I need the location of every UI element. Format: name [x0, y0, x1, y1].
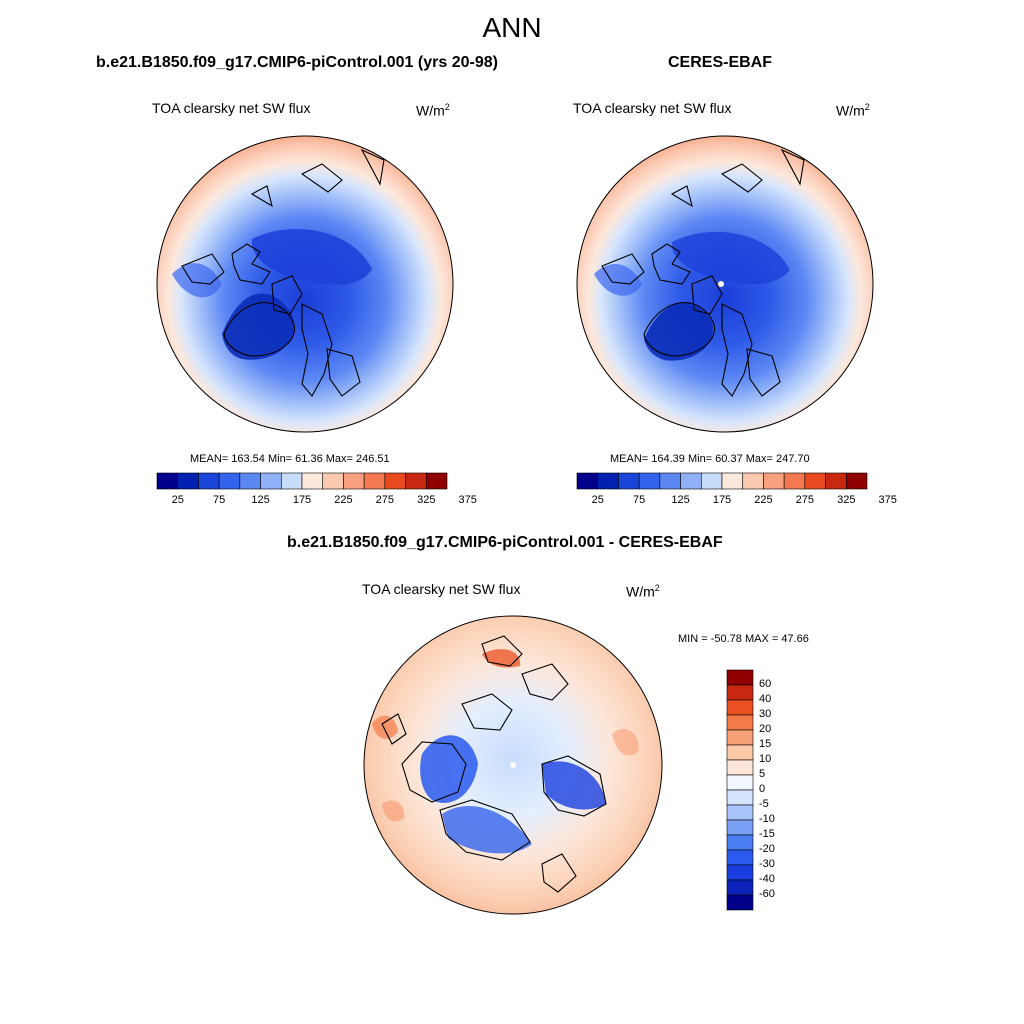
- colorbar-swatch: [726, 759, 754, 776]
- colorbar-swatch: [726, 894, 754, 911]
- colorbar-swatch: [726, 879, 754, 896]
- colorbar-tick-label: 75: [213, 494, 226, 506]
- stats-label-left: MEAN= 163.54 Min= 61.36 Max= 246.51: [190, 453, 390, 465]
- colorbar-tick-label: 5: [759, 768, 766, 780]
- colorbar-tick-label: 75: [633, 494, 646, 506]
- colorbar-left-labels: 25 75 125 175 225 275 325 375: [157, 494, 477, 508]
- colorbar-tick-label: 40: [759, 693, 772, 705]
- colorbar-swatch: [156, 472, 179, 490]
- obs-case-title: CERES-EBAF: [668, 54, 773, 71]
- colorbar-swatch: [783, 472, 806, 490]
- colorbar-swatch: [726, 789, 754, 806]
- colorbar-tick-label: 375: [878, 494, 897, 506]
- variable-label-diff: TOA clearsky net SW flux: [362, 581, 521, 597]
- colorbar-tick-label: 325: [417, 494, 436, 506]
- colorbar-tick-label: 25: [171, 494, 184, 506]
- colorbar-swatch: [721, 472, 744, 490]
- colorbar-tick-label: 275: [375, 494, 395, 506]
- colorbar-tick-label: 15: [759, 738, 772, 750]
- colorbar-swatch: [726, 669, 754, 686]
- stats-label-right: MEAN= 164.39 Min= 60.37 Max= 247.70: [610, 453, 810, 465]
- colorbar-tick-label: -60: [759, 888, 775, 900]
- colorbar-tick-label: -20: [759, 843, 775, 855]
- colorbar-swatch: [239, 472, 261, 490]
- colorbar-tick-label: 225: [334, 494, 353, 506]
- units-label-diff: W/m2: [626, 583, 660, 600]
- colorbar-tick-label: 125: [251, 494, 270, 506]
- colorbar-swatch: [405, 472, 427, 490]
- colorbar-tick-label: 375: [458, 494, 477, 506]
- colorbar-tick-label: -10: [759, 813, 775, 825]
- colorbar-tick-label: 25: [591, 494, 604, 506]
- colorbar-tick-label: 0: [759, 783, 766, 795]
- colorbar-swatch: [726, 714, 754, 731]
- colorbar-swatch: [742, 472, 764, 490]
- colorbar-swatch: [384, 472, 406, 490]
- colorbar-swatch: [597, 472, 619, 490]
- colorbar-swatch: [198, 472, 220, 490]
- colorbar-tick-label: 10: [759, 753, 772, 765]
- colorbar-swatch: [763, 472, 785, 490]
- colorbar-swatch: [218, 472, 241, 490]
- variable-label-right: TOA clearsky net SW flux: [573, 100, 732, 116]
- difference-polar-map: [363, 615, 663, 915]
- colorbar-swatch: [700, 472, 723, 490]
- colorbar-tick-label: 325: [837, 494, 856, 506]
- colorbar-left: [156, 472, 448, 490]
- colorbar-swatch: [260, 472, 282, 490]
- colorbar-swatch: [301, 472, 324, 490]
- colorbar-swatch: [363, 472, 386, 490]
- obs-polar-map: [576, 135, 874, 433]
- colorbar-swatch: [726, 864, 754, 881]
- colorbar-swatch: [726, 729, 754, 746]
- colorbar-swatch: [726, 774, 754, 791]
- colorbar-right-labels: 25 75 125 175 225 275 325 375: [577, 494, 897, 508]
- colorbar-tick-label: 175: [712, 494, 732, 506]
- colorbar-tick-label: 30: [759, 708, 772, 720]
- colorbar-tick-label: 275: [795, 494, 815, 506]
- colorbar-swatch: [343, 472, 365, 490]
- colorbar-swatch: [726, 834, 754, 851]
- colorbar-swatch: [659, 472, 681, 490]
- colorbar-swatch: [726, 744, 754, 761]
- colorbar-swatch: [726, 819, 754, 836]
- colorbar-swatch: [618, 472, 640, 490]
- colorbar-right: [576, 472, 868, 490]
- units-label-left: W/m2: [416, 102, 450, 119]
- colorbar-swatch: [680, 472, 702, 490]
- colorbar-tick-label: -5: [759, 798, 769, 810]
- model-case-title: b.e21.B1850.f09_g17.CMIP6-piControl.001 …: [96, 54, 498, 71]
- colorbar-swatch: [726, 699, 754, 716]
- colorbar-diff: [726, 669, 754, 911]
- colorbar-swatch: [825, 472, 847, 490]
- colorbar-swatch: [425, 472, 448, 490]
- colorbar-swatch: [280, 472, 303, 490]
- colorbar-tick-label: -40: [759, 873, 775, 885]
- colorbar-swatch: [726, 849, 754, 866]
- colorbar-tick-label: 225: [754, 494, 773, 506]
- difference-case-title: b.e21.B1850.f09_g17.CMIP6-piControl.001 …: [287, 534, 723, 551]
- min-max-label-diff: MIN = -50.78 MAX = 47.66: [678, 633, 809, 645]
- colorbar-swatch: [322, 472, 344, 490]
- colorbar-swatch: [726, 804, 754, 821]
- model-polar-map: [156, 135, 454, 433]
- colorbar-swatch: [726, 684, 754, 701]
- colorbar-swatch: [845, 472, 868, 490]
- colorbar-tick-label: 175: [292, 494, 312, 506]
- colorbar-tick-label: 125: [671, 494, 690, 506]
- colorbar-tick-label: 20: [759, 723, 772, 735]
- colorbar-diff-labels: 60 40 30 20 15 10 5 0 -5 -10 -15 -20 -30 -40 -60: [759, 670, 789, 910]
- colorbar-swatch: [804, 472, 826, 490]
- page-title: ANN: [482, 12, 542, 43]
- colorbar-swatch: [177, 472, 199, 490]
- units-label-right: W/m2: [836, 102, 870, 119]
- colorbar-tick-label: -30: [759, 858, 775, 870]
- colorbar-swatch: [638, 472, 661, 490]
- colorbar-tick-label: -15: [759, 828, 775, 840]
- colorbar-swatch: [576, 472, 599, 490]
- variable-label-left: TOA clearsky net SW flux: [152, 100, 311, 116]
- colorbar-tick-label: 60: [759, 678, 772, 690]
